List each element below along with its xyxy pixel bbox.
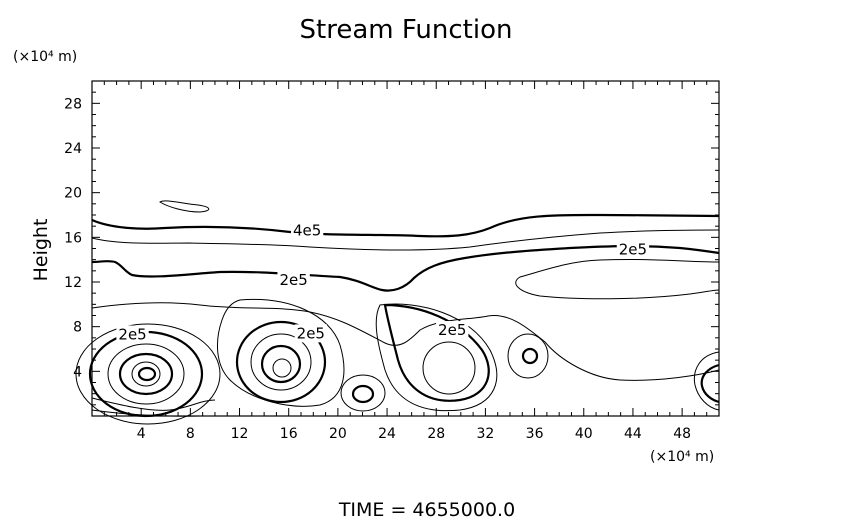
x-tick-label: 28 (427, 426, 445, 442)
x-tick-label: 4 (137, 426, 146, 442)
x-tick-label: 24 (378, 426, 396, 442)
contour-small-loop (159, 200, 210, 213)
contour-label-bg (290, 221, 324, 240)
eddy-second-1 (235, 320, 327, 404)
eddy-left-3 (107, 343, 185, 405)
contour-label-bg (277, 270, 310, 289)
y-tick-label: 24 (64, 141, 82, 157)
contour-lower-band (91, 302, 720, 381)
x-tick-label: 20 (329, 426, 347, 442)
eddy-second-2 (250, 333, 312, 391)
eddy-fourth-1 (507, 333, 549, 379)
y-tick-label: 4 (73, 364, 82, 380)
eddy-left-4 (118, 352, 174, 396)
eddy-small-1 (340, 374, 386, 412)
contour-label-bg (616, 240, 650, 259)
contour-label-bg (116, 325, 149, 344)
contour-label: 2e5 (619, 241, 647, 259)
y-tick-label: 28 (64, 96, 82, 112)
contour-thin-mid (91, 229, 720, 251)
y-tick-label: 12 (64, 275, 82, 291)
contour-2e5-band (91, 245, 720, 292)
contour-label-bg (436, 321, 469, 340)
eddy-fourth-2 (521, 347, 539, 365)
x-tick-label: 48 (673, 426, 691, 442)
x-tick-label: 36 (526, 426, 544, 442)
eddy-left-5 (131, 361, 161, 387)
x-tick-label: 16 (280, 426, 298, 442)
x-axis-unit: (×10⁴ m) (650, 449, 714, 465)
x-tick-label: 40 (575, 426, 593, 442)
eddy-second-outer (217, 298, 345, 407)
contour-label: 2e5 (438, 321, 466, 339)
eddy-third-outer (375, 303, 498, 412)
eddy-third-2 (422, 341, 476, 395)
contour-label-bg (294, 324, 327, 343)
contour-label: 2e5 (279, 271, 307, 289)
x-tick-label: 44 (624, 426, 642, 442)
y-tick-label: 16 (64, 230, 82, 246)
contour-4e5-upper (91, 213, 720, 238)
eddy-third-1 (383, 303, 490, 402)
eddy-left-6 (137, 366, 157, 382)
eddy-left-2 (88, 330, 204, 418)
contour-bottom-1 (91, 397, 216, 411)
y-tick-label: 20 (64, 186, 82, 202)
eddy-second-3 (260, 344, 302, 384)
time-footer: TIME = 4655000.0 (338, 499, 515, 519)
eddy-second-4 (272, 358, 292, 378)
x-tick-label: 32 (476, 426, 494, 442)
chart-title: Stream Function (300, 15, 513, 45)
eddy-left-1 (75, 323, 221, 425)
contour-right-loop (515, 258, 720, 300)
contour-labels: 4e5 2e5 2e5 2e5 2e5 2e5 (116, 221, 650, 344)
x-tick-label: 12 (231, 426, 249, 442)
contour-label: 2e5 (118, 325, 146, 343)
y-axis-unit: (×10⁴ m) (13, 49, 77, 65)
contour-label: 4e5 (293, 222, 321, 240)
eddy-small-2 (351, 384, 375, 404)
y-axis-label: Height (30, 219, 52, 282)
x-tick-label: 8 (186, 426, 195, 442)
eddy-right-edge-inner (693, 351, 720, 411)
contour-label: 2e5 (297, 324, 325, 342)
contour-lines (75, 200, 720, 425)
eddy-right-edge (700, 363, 720, 404)
y-tick-label: 8 (73, 320, 82, 336)
